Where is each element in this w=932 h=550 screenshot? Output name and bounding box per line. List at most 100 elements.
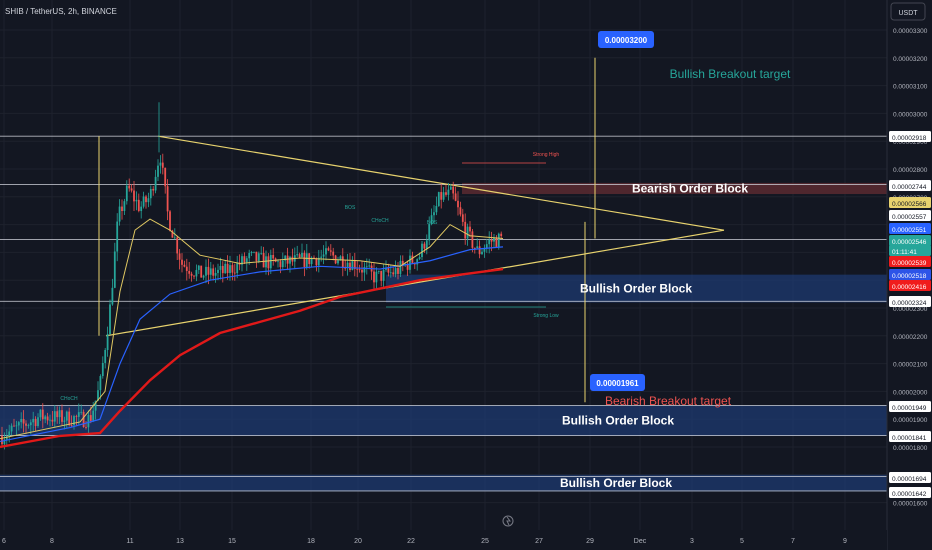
time-axis[interactable]: 6 8 11 13 15 18 20 22 25 27 29 Dec 3 5 7 9 <box>0 530 887 550</box>
ema-blue-line <box>0 246 504 443</box>
price-label-box <box>889 472 931 483</box>
candle-body <box>382 269 385 281</box>
currency-button[interactable]: USDT <box>890 2 926 21</box>
candle-body <box>116 221 119 252</box>
replay-icon[interactable] <box>502 515 514 527</box>
candle-body <box>51 419 54 422</box>
candle-body <box>305 253 308 267</box>
candle-body <box>142 196 145 207</box>
candle-body <box>385 268 387 270</box>
structure-label: BOS <box>427 220 438 226</box>
price-label-text: 0.00002546 <box>892 239 927 246</box>
candle-body <box>428 224 431 241</box>
price-label-text: 0.00002566 <box>892 201 927 208</box>
price-label-text: 0.00002918 <box>892 135 927 142</box>
candle-body <box>94 400 97 411</box>
target-callout-text: 0.00003200 <box>605 36 648 45</box>
candle-body <box>339 256 342 261</box>
x-tick-label: Dec <box>634 538 647 545</box>
candle-body <box>483 248 486 252</box>
candle-body <box>46 416 49 421</box>
y-tick-label: 0.00002300 <box>893 306 928 313</box>
y-tick-label: 0.00003300 <box>893 28 928 35</box>
candle-body <box>442 192 445 200</box>
candle-body <box>267 256 270 269</box>
candle-body <box>63 420 66 422</box>
candle-body <box>365 266 368 268</box>
candle-body <box>454 193 457 201</box>
y-tick-label: 0.00002900 <box>893 139 928 146</box>
candle-body <box>226 263 229 274</box>
price-label-text: 0.00001642 <box>892 491 927 498</box>
triangle-pattern <box>105 135 725 337</box>
price-label-box <box>889 223 931 234</box>
structure-label: CHoCH <box>60 396 78 402</box>
candle-body <box>22 418 25 424</box>
candle-body <box>337 260 339 264</box>
candle-body <box>435 205 438 213</box>
candle-body <box>140 206 143 211</box>
price-axis[interactable]: 0.00003300 0.00003200 0.00003100 0.00003000… <box>886 0 932 550</box>
price-label-box <box>889 431 931 442</box>
candle-body <box>219 265 222 270</box>
candle-body <box>188 270 191 274</box>
candle-body <box>373 271 375 283</box>
x-tick-label: 5 <box>740 538 744 545</box>
price-label-text: 01:11:41 <box>892 249 917 256</box>
candle-body <box>209 268 212 275</box>
candle-body <box>152 188 155 191</box>
candle-body <box>260 252 263 254</box>
candle-body <box>257 253 260 262</box>
candle-body <box>277 261 279 263</box>
candle-body <box>99 376 102 391</box>
candle-body <box>325 248 327 255</box>
candle-body <box>111 287 114 305</box>
y-tick-label: 0.00003100 <box>893 84 928 91</box>
candle-body <box>490 239 493 242</box>
candle-body <box>137 199 140 211</box>
candle-body <box>457 200 459 208</box>
x-tick-label: 18 <box>307 538 315 545</box>
candle-body <box>421 243 423 258</box>
candle-body <box>447 189 450 195</box>
target-callout <box>598 31 654 48</box>
price-label-box <box>889 401 931 412</box>
candle-body <box>471 231 474 248</box>
y-tick-label: 0.00001900 <box>893 417 928 424</box>
candle-body <box>423 243 426 249</box>
y-tick-label: 0.00003200 <box>893 56 928 63</box>
x-tick-label: 8 <box>50 538 54 545</box>
candle-body <box>10 425 13 432</box>
candle-body <box>303 252 306 267</box>
candle-body <box>478 246 481 255</box>
candle-body <box>135 199 138 202</box>
candle-body <box>118 206 121 222</box>
price-label-text: 0.00002557 <box>892 214 927 221</box>
y-tick-label: 0.00002800 <box>893 167 928 174</box>
candle-body <box>296 254 299 256</box>
candle-body <box>485 244 488 249</box>
x-tick-label: 27 <box>535 538 543 545</box>
candle-body <box>409 255 411 270</box>
candle-body <box>449 186 452 190</box>
candle-body <box>245 258 248 263</box>
candle-body <box>322 254 325 257</box>
candle-body <box>459 207 462 215</box>
candle-body <box>332 251 335 256</box>
price-label-box <box>889 180 931 191</box>
candle-body <box>262 252 265 268</box>
candle-body <box>41 409 44 420</box>
bullish-target-text: Bullish Breakout target <box>670 67 791 81</box>
candle-body <box>185 266 188 271</box>
x-tick-label: 22 <box>407 538 415 545</box>
price-label-text: 0.00002744 <box>892 184 927 191</box>
x-tick-label: 25 <box>481 538 489 545</box>
y-tick-label: 0.00002200 <box>893 334 928 341</box>
candle-body <box>1 435 3 445</box>
candle-body <box>161 162 164 168</box>
candle-body <box>229 265 231 274</box>
price-label-box <box>889 296 931 307</box>
x-tick-label: 20 <box>354 538 362 545</box>
candle-body <box>430 215 433 225</box>
